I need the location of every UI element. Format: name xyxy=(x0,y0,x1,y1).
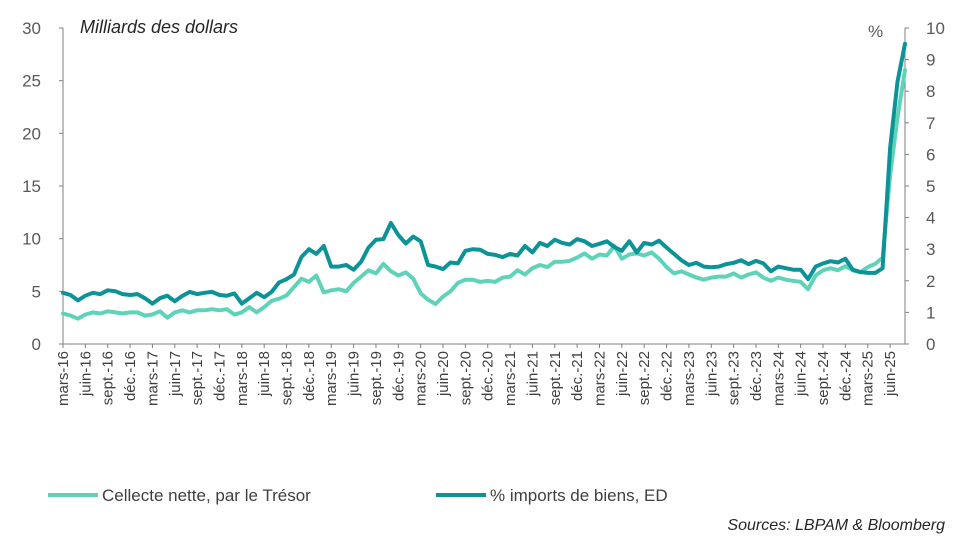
y-left-tick-label: 0 xyxy=(32,335,41,354)
x-tick-label: déc.-21 xyxy=(569,351,586,401)
x-tick-label: mars-23 xyxy=(681,351,698,406)
x-tick-label: sept.-17 xyxy=(189,351,206,405)
x-tick-label: déc.-20 xyxy=(480,351,497,401)
x-tick-label: mars-22 xyxy=(591,351,608,406)
x-tick-label: sept.-18 xyxy=(279,351,296,405)
x-tick-label: déc.-16 xyxy=(122,351,139,401)
x-axis-ticks: mars-16 juin-16 sept.-16 déc.-16 mars-17 juin… xyxy=(55,344,899,406)
axes xyxy=(62,28,906,345)
x-tick-label: juin-19 xyxy=(346,351,363,397)
chart-title: Milliards des dollars xyxy=(80,17,238,37)
y-right-tick-label: 7 xyxy=(926,114,935,133)
x-tick-label: juin-16 xyxy=(77,351,94,397)
x-tick-label: déc.-23 xyxy=(748,351,765,401)
x-tick-label: sept.-24 xyxy=(815,351,832,405)
right-axis-unit-label: % xyxy=(868,22,883,41)
x-tick-label: mars-17 xyxy=(144,351,161,406)
y-left-tick-label: 10 xyxy=(22,230,41,249)
series-lines xyxy=(61,41,907,321)
x-tick-label: juin-18 xyxy=(256,351,273,397)
y-left-tick-label: 20 xyxy=(22,124,41,143)
x-tick-label: juin-22 xyxy=(614,351,631,397)
source-note: Sources: LBPAM & Bloomberg xyxy=(727,517,945,534)
y-left-tick-label: 30 xyxy=(22,19,41,38)
x-tick-label: déc.-18 xyxy=(301,351,318,401)
x-tick-label: mars-20 xyxy=(413,351,430,406)
y-left-tick-label: 25 xyxy=(22,72,41,91)
x-tick-label: sept.-23 xyxy=(726,351,743,405)
y-axis-left-ticks: 0 5 10 15 20 25 30 xyxy=(22,19,63,354)
y-left-tick-label: 15 xyxy=(22,177,41,196)
y-right-tick-label: 9 xyxy=(926,51,935,70)
x-tick-label: sept.-16 xyxy=(100,351,117,405)
x-tick-label: mars-19 xyxy=(323,351,340,406)
x-tick-label: sept.-21 xyxy=(547,351,564,405)
x-tick-label: déc.-19 xyxy=(390,351,407,401)
y-axis-right-ticks: 0 1 2 3 4 5 6 7 8 9 10 xyxy=(905,19,945,354)
y-right-tick-label: 2 xyxy=(926,272,935,291)
x-tick-label: juin-23 xyxy=(703,351,720,397)
y-right-tick-label: 8 xyxy=(926,82,935,101)
x-tick-label: mars-25 xyxy=(860,351,877,406)
x-tick-label: mars-24 xyxy=(770,351,787,406)
x-tick-label: déc.-17 xyxy=(211,351,228,401)
x-tick-label: mars-21 xyxy=(502,351,519,406)
y-right-tick-label: 6 xyxy=(926,145,935,164)
x-tick-label: juin-24 xyxy=(793,351,810,397)
x-tick-label: mars-18 xyxy=(234,351,251,406)
series-line-collecte xyxy=(61,68,907,321)
y-right-tick-label: 10 xyxy=(926,19,945,38)
x-tick-label: sept.-19 xyxy=(368,351,385,405)
y-right-tick-label: 5 xyxy=(926,177,935,196)
x-tick-label: juin-25 xyxy=(882,351,899,397)
series-line-imports xyxy=(61,41,907,306)
y-right-tick-label: 0 xyxy=(926,335,935,354)
y-right-tick-label: 1 xyxy=(926,303,935,322)
x-tick-label: mars-16 xyxy=(55,351,72,406)
x-tick-label: déc.-22 xyxy=(659,351,676,401)
y-right-tick-label: 3 xyxy=(926,240,935,259)
x-tick-label: déc.-24 xyxy=(837,351,854,401)
x-tick-label: sept.-20 xyxy=(457,351,474,405)
x-tick-label: juin-17 xyxy=(167,351,184,397)
x-tick-label: juin-20 xyxy=(435,351,452,397)
legend-label-imports: % imports de biens, ED xyxy=(490,486,668,505)
y-left-tick-label: 5 xyxy=(32,282,41,301)
x-tick-label: juin-21 xyxy=(524,351,541,397)
x-tick-label: sept.-22 xyxy=(636,351,653,405)
y-right-tick-label: 4 xyxy=(926,209,935,228)
legend-label-collecte: Cellecte nette, par le Trésor xyxy=(102,486,311,505)
legend: Cellecte nette, par le Trésor % imports … xyxy=(48,486,668,505)
